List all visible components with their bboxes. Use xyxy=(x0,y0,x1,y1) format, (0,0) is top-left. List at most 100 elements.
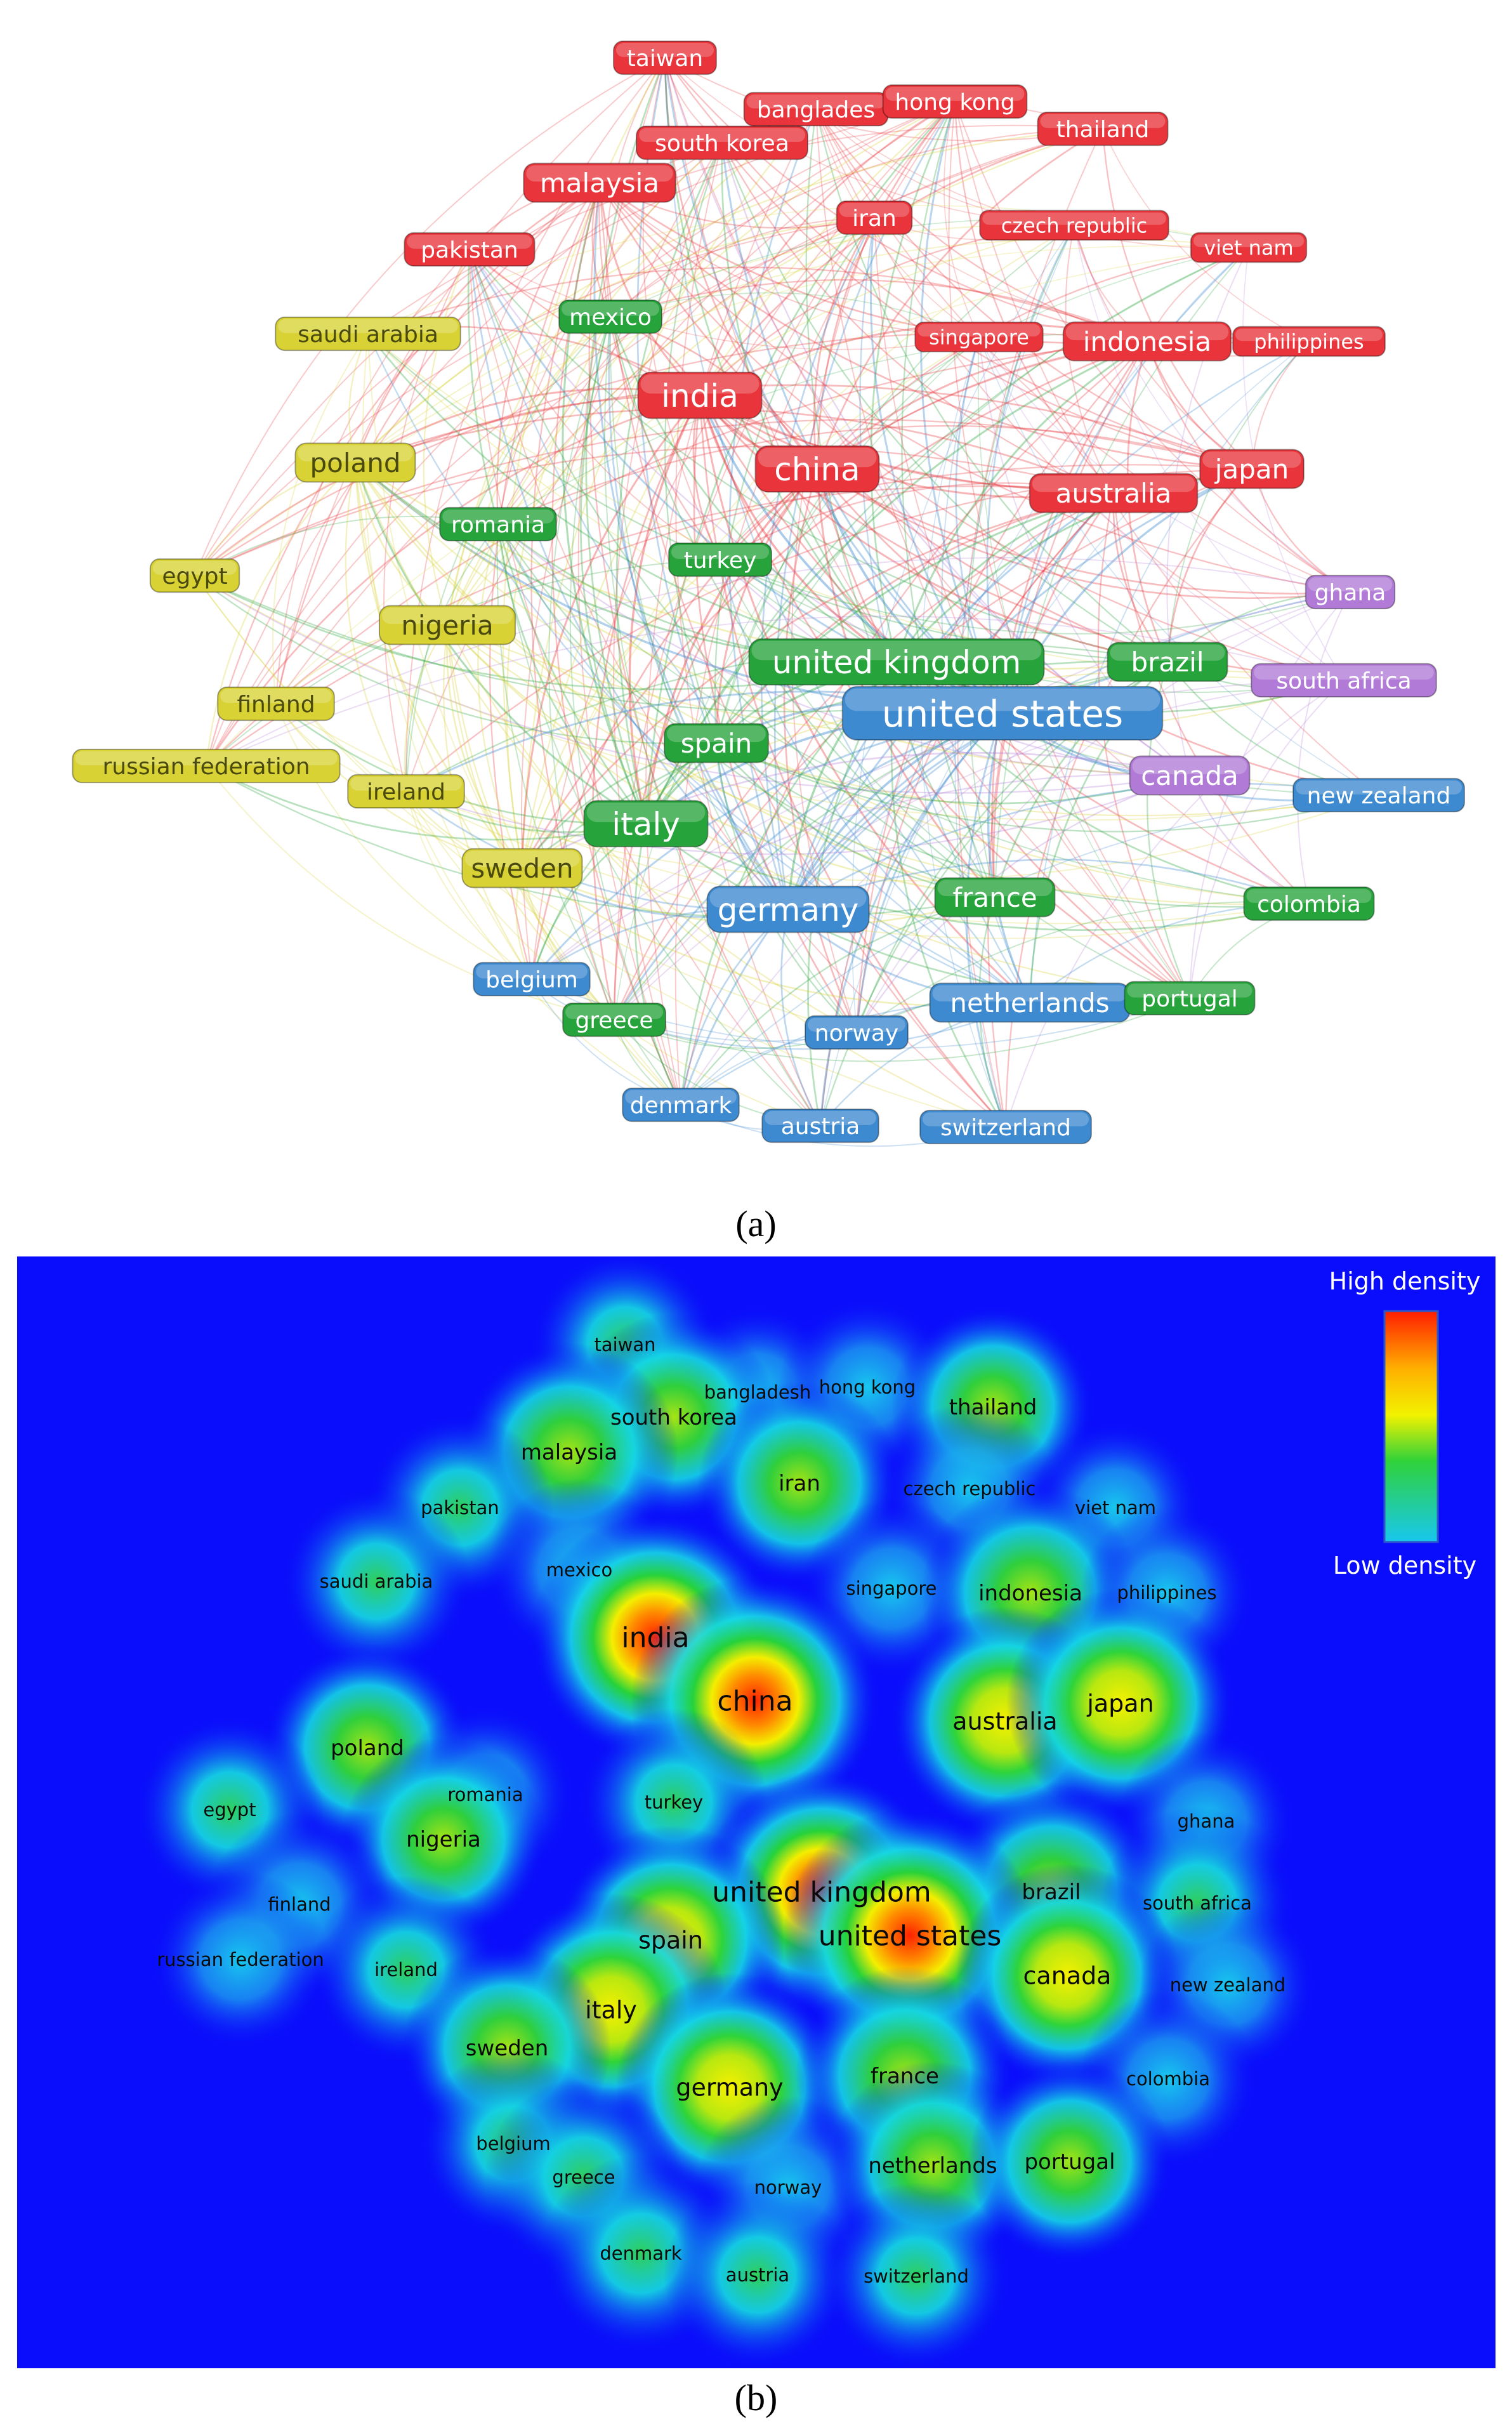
network-node-norway: norway xyxy=(805,1015,909,1050)
network-link xyxy=(680,591,1351,1105)
network-node-netherlands: netherlands xyxy=(929,982,1131,1023)
network-link xyxy=(469,249,980,350)
network-node-highlight xyxy=(407,234,532,249)
network-link xyxy=(206,765,647,841)
network-link xyxy=(664,57,1004,715)
network-node-label: italy xyxy=(612,806,680,843)
network-link xyxy=(206,616,1344,767)
network-link xyxy=(405,57,666,792)
network-node-label: ireland xyxy=(367,779,445,805)
network-link xyxy=(599,181,1148,345)
network-link xyxy=(206,765,996,919)
network-link xyxy=(531,774,1190,980)
network-link xyxy=(855,712,1004,1033)
network-link xyxy=(719,559,1030,1003)
network-link xyxy=(497,524,821,1126)
network-node-ireland: ireland xyxy=(347,774,465,809)
network-node-ghana: ghana xyxy=(1305,574,1396,610)
network-node-box xyxy=(836,200,913,235)
network-node-highlight xyxy=(640,374,759,394)
network-link xyxy=(645,468,818,824)
network-node-box xyxy=(1029,473,1199,513)
network-link xyxy=(895,492,1114,663)
density-label-ghana: ghana xyxy=(1178,1810,1235,1832)
network-node-box xyxy=(217,686,335,722)
legend-color-scale xyxy=(1383,1310,1439,1543)
network-link xyxy=(194,101,956,576)
network-node-highlight xyxy=(751,640,1042,661)
network-node-highlight xyxy=(442,509,554,524)
network-node-label: egypt xyxy=(162,564,227,590)
network-node-label: finland xyxy=(237,692,315,718)
network-node-highlight xyxy=(765,1111,876,1125)
network-link xyxy=(987,713,1031,1003)
network-node-box xyxy=(706,885,870,933)
network-node-austria: austria xyxy=(761,1108,879,1144)
network-link xyxy=(664,57,1310,904)
network-link xyxy=(856,901,1310,1033)
network-link xyxy=(1074,225,1252,470)
network-node-box xyxy=(622,1087,740,1123)
network-link xyxy=(664,57,1148,343)
density-label-indonesia: indonesia xyxy=(978,1581,1082,1606)
network-link xyxy=(1097,492,1191,999)
network-link xyxy=(604,316,821,1126)
network-node-label: canada xyxy=(1141,760,1239,791)
network-node-box xyxy=(562,1002,666,1038)
density-label-new-zealand: new zealand xyxy=(1170,1974,1286,1996)
network-link xyxy=(205,462,356,767)
legend-high-label: High density xyxy=(1329,1267,1481,1295)
density-label-hong-kong: hong kong xyxy=(819,1376,916,1398)
network-link xyxy=(194,419,1252,577)
network-link xyxy=(405,101,956,792)
network-link xyxy=(355,128,1103,463)
network-node-box xyxy=(378,605,516,645)
network-node-highlight xyxy=(1040,114,1166,128)
network-link xyxy=(206,340,1148,767)
network-link xyxy=(468,249,996,899)
network-node-highlight xyxy=(932,985,1127,1002)
density-label-mexico: mexico xyxy=(546,1559,613,1581)
network-link xyxy=(367,333,1030,1004)
network-node-label: united kingdom xyxy=(772,644,1022,681)
network-link xyxy=(588,182,821,1126)
network-link xyxy=(816,468,1190,999)
legend-low-label: Low density xyxy=(1333,1552,1476,1579)
density-label-egypt: egypt xyxy=(203,1799,256,1821)
network-link xyxy=(423,249,471,626)
network-link xyxy=(521,559,721,869)
network-node-highlight xyxy=(278,319,458,333)
network-link xyxy=(497,524,1190,777)
network-node-label: india xyxy=(661,378,739,414)
network-node-label: pakistan xyxy=(421,237,518,263)
network-link xyxy=(856,591,1351,1033)
network-node-label: taiwan xyxy=(627,46,704,72)
network-node-highlight xyxy=(1065,324,1229,341)
network-link xyxy=(355,462,1310,905)
network-link xyxy=(521,109,817,869)
network-link xyxy=(467,249,647,824)
network-link xyxy=(497,101,956,525)
network-link xyxy=(531,680,1344,980)
network-node-highlight xyxy=(1132,758,1247,775)
network-node-highlight xyxy=(1308,577,1393,591)
network-node-highlight xyxy=(1202,451,1301,468)
density-label-france: france xyxy=(871,2064,939,2089)
network-node-taiwan: taiwan xyxy=(613,40,717,76)
network-node-italy: italy xyxy=(583,800,709,848)
network-link xyxy=(1074,225,1351,593)
network-node-label: japan xyxy=(1214,454,1289,485)
density-label-finland: finland xyxy=(268,1894,331,1915)
density-label-taiwan: taiwan xyxy=(594,1334,655,1355)
network-node-hong-kong: hong kong xyxy=(882,84,1028,119)
network-node-highlight xyxy=(709,888,867,908)
network-link xyxy=(645,246,1249,824)
network-link xyxy=(194,574,1190,794)
network-node-highlight xyxy=(526,165,673,182)
network-node-label: russian federation xyxy=(102,754,310,780)
network-link xyxy=(674,101,956,1105)
network-node-box xyxy=(914,321,1044,353)
network-node-label: iran xyxy=(852,206,897,232)
network-link xyxy=(599,182,1351,593)
network-link xyxy=(610,128,1103,317)
